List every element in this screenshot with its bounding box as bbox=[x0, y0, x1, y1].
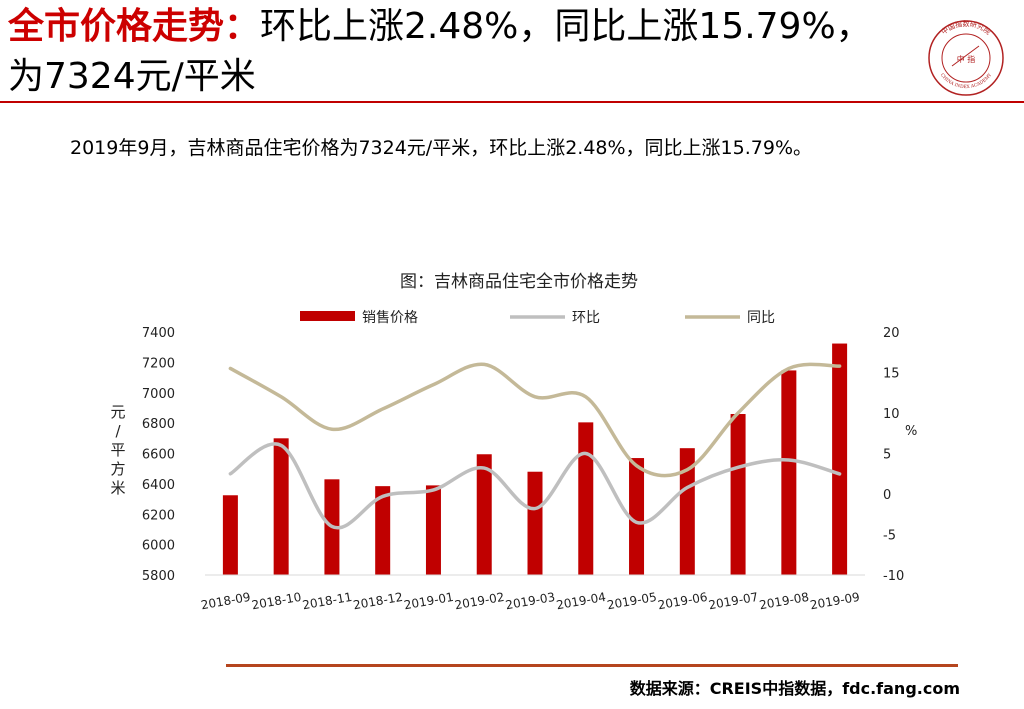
bar-2019-04 bbox=[578, 422, 594, 575]
bar-2019-02 bbox=[476, 454, 492, 575]
y-tick-label: 7000 bbox=[142, 387, 175, 402]
legend-label-同比: 同比 bbox=[747, 310, 775, 326]
y2-tick-label: -10 bbox=[883, 569, 904, 584]
bar-2019-09 bbox=[832, 343, 848, 575]
seal-center-text: 中 指 bbox=[957, 54, 976, 64]
price-bars bbox=[222, 343, 848, 575]
y2-tick-label: 5 bbox=[883, 448, 891, 463]
y-axis-label-char: 方 bbox=[110, 460, 125, 478]
x-tick-label: 2018-11 bbox=[301, 590, 353, 612]
x-tick-label: 2019-07 bbox=[707, 590, 759, 612]
x-tick-label: 2019-03 bbox=[504, 590, 556, 612]
legend-label-销售价格: 销售价格 bbox=[362, 310, 418, 326]
bar-2019-08 bbox=[781, 370, 797, 575]
left-axis: 5800 6000 6200 6400 6600 6800 7000 7200 7400 元/平方… bbox=[110, 326, 175, 584]
y-axis-label-char: 元 bbox=[110, 403, 125, 421]
chart-title: 图：吉林商品住宅全市价格走势 bbox=[400, 272, 638, 292]
y-tick-label: 7400 bbox=[142, 326, 175, 341]
line-环比 bbox=[228, 442, 842, 530]
x-tick-label: 2018-12 bbox=[352, 590, 404, 612]
y-tick-label: 6400 bbox=[142, 478, 175, 493]
x-tick-label: 2019-08 bbox=[758, 590, 810, 612]
china-index-academy-logo: 中国指数研究院 CHINA INDEX ACADEMY 中 指 bbox=[928, 19, 1004, 96]
x-tick-label: 2019-02 bbox=[454, 590, 506, 612]
x-axis: 2018-092018-102018-112018-122019-012019-… bbox=[200, 574, 865, 612]
x-tick-label: 2019-05 bbox=[606, 590, 658, 612]
bar-2019-06 bbox=[679, 448, 695, 575]
y2-tick-label: 15 bbox=[883, 367, 900, 382]
y-axis-label-char: 米 bbox=[110, 479, 125, 497]
seal-outer-ring bbox=[928, 20, 1004, 96]
svg-text:CHINA INDEX ACADEMY: CHINA INDEX ACADEMY bbox=[939, 72, 994, 91]
y-tick-label: 5800 bbox=[142, 569, 175, 584]
y-tick-label: 6000 bbox=[142, 539, 175, 554]
x-tick-label: 2019-01 bbox=[403, 590, 455, 612]
y2-tick-label: 10 bbox=[883, 407, 900, 422]
chart-legend: 销售价格 环比 同比 bbox=[300, 310, 775, 326]
bar-2018-12 bbox=[375, 486, 391, 575]
seal-inner-ring bbox=[941, 33, 991, 83]
footer-divider bbox=[226, 664, 958, 667]
x-tick-label: 2019-09 bbox=[809, 590, 861, 612]
y-tick-label: 6600 bbox=[142, 448, 175, 463]
seal-english-text: CHINA INDEX ACADEMY bbox=[939, 72, 994, 91]
bar-2018-09 bbox=[222, 495, 238, 575]
y2-tick-label: 0 bbox=[883, 488, 891, 503]
legend-swatch-销售价格 bbox=[300, 311, 355, 321]
title-highlight: 全市价格走势： bbox=[8, 6, 261, 47]
y-tick-label: 6800 bbox=[142, 417, 175, 432]
y2-tick-label: -5 bbox=[883, 529, 896, 544]
line-同比 bbox=[228, 362, 842, 478]
price-trend-chart: 图：吉林商品住宅全市价格走势 销售价格 环比 同比 5800 6000 6200 6400… bbox=[110, 272, 917, 612]
seal-center-mark bbox=[951, 45, 980, 67]
right-axis: -10 -5 0 5 10 15 20% bbox=[883, 326, 917, 584]
bar-2019-07 bbox=[730, 414, 746, 575]
ratio-lines bbox=[228, 362, 842, 530]
title-rest: 环比上涨2.48%，同比上涨15.79%，为7324元/平米 bbox=[8, 6, 872, 97]
y2-axis-label: % bbox=[905, 424, 917, 439]
page-title: 全市价格走势：环比上涨2.48%，同比上涨15.79%，为7324元/平米 bbox=[8, 2, 888, 102]
y2-tick-label: 20 bbox=[883, 326, 900, 341]
data-source: 数据来源：CREIS中指数据，fdc.fang.com bbox=[629, 679, 960, 698]
bar-2019-01 bbox=[425, 485, 441, 575]
x-tick-label: 2018-10 bbox=[251, 590, 303, 612]
bar-2019-05 bbox=[629, 458, 645, 575]
bar-2018-10 bbox=[273, 438, 289, 575]
y-axis-label-char: / bbox=[115, 422, 121, 440]
header-divider bbox=[0, 101, 1024, 103]
x-tick-label: 2018-09 bbox=[200, 590, 252, 612]
x-tick-label: 2019-06 bbox=[657, 590, 709, 612]
legend-label-环比: 环比 bbox=[572, 310, 600, 326]
x-tick-label: 2019-04 bbox=[555, 590, 607, 612]
summary-text: 2019年9月，吉林商品住宅价格为7324元/平米，环比上涨2.48%，同比上涨… bbox=[70, 137, 813, 159]
y-tick-label: 6200 bbox=[142, 508, 175, 523]
bar-2019-03 bbox=[527, 471, 543, 575]
y-tick-label: 7200 bbox=[142, 356, 175, 371]
y-axis-label-char: 平 bbox=[110, 441, 125, 459]
